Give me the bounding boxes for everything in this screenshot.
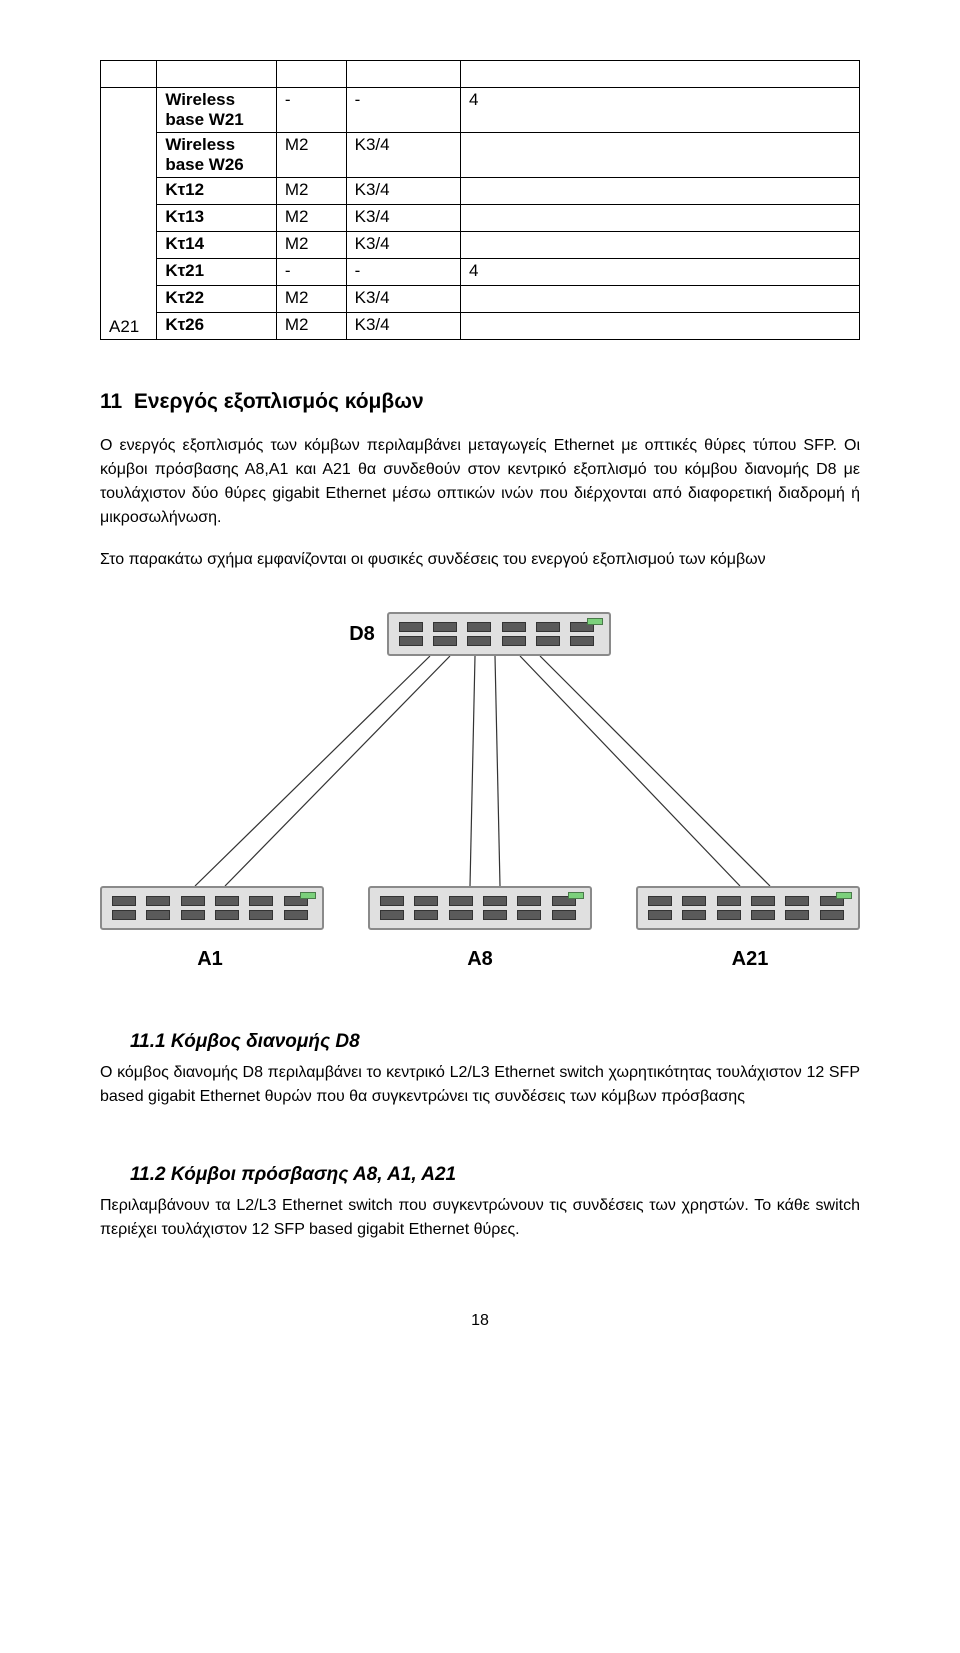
cell [460,286,859,313]
cell [460,205,859,232]
section-heading: 11 Ενεργός εξοπλισμός κόμβων [100,390,860,414]
sub1-text: Ο κόμβος διανομής D8 περιλαμβάνει το κεν… [100,1061,860,1109]
sub-title: Κόμβοι πρόσβασης Α8, Α1, Α21 [171,1164,456,1185]
node-label-a1: A1 [100,948,320,971]
cell: Μ2 [276,313,346,340]
switch-a21 [636,886,860,930]
table-header-empty-row [101,61,860,88]
bottom-labels-row: A1 A8 A21 [100,948,860,971]
switch-led-icon [836,892,852,899]
switch-led-icon [568,892,584,899]
cell: - [276,88,346,133]
node-label-a21: A21 [640,948,860,971]
sub-number: 11.2 [130,1164,166,1185]
cell: Μ2 [276,205,346,232]
cell: Μ2 [276,232,346,259]
cell: Μ2 [276,133,346,178]
table-row: Κτ14 Μ2 Κ3/4 [101,232,860,259]
cell-name: Κτ12 [157,178,277,205]
table-row: Κτ13 Μ2 Κ3/4 [101,205,860,232]
section-number: 11 [100,390,122,413]
switch-d8 [387,612,611,656]
cell [460,178,859,205]
subsection-heading-11-1: 11.1 Κόμβος διανομής D8 [130,1031,860,1053]
cell: Μ2 [276,178,346,205]
table-row: Κτ26 Μ2 Κ3/4 [101,313,860,340]
sub-number: 11.1 [130,1031,166,1052]
cell: Κ3/4 [346,133,460,178]
page-number: 18 [100,1312,860,1330]
bottom-switches-row [100,886,860,930]
switch-led-icon [300,892,316,899]
sub-title: Κόμβος διανομής D8 [171,1031,360,1052]
cell-name: Κτ22 [157,286,277,313]
cell: Κ3/4 [346,286,460,313]
connection-lines [100,656,860,886]
cell [460,313,859,340]
switch-a1 [100,886,324,930]
cell-name: Κτ21 [157,259,277,286]
paragraph-1: Ο ενεργός εξοπλισμός των κόμβων περιλαμβ… [100,434,860,530]
switch-ports [389,614,609,654]
cell-name: Κτ13 [157,205,277,232]
cell: 4 [460,259,859,286]
node-label-a8: A8 [370,948,590,971]
cell-name: Wireless base W21 [157,88,277,133]
cell-name: Κτ14 [157,232,277,259]
cell: - [276,259,346,286]
network-diagram: D8 [100,612,860,971]
side-label: A21 [109,317,139,336]
switch-led-icon [587,618,603,625]
cell: - [346,259,460,286]
cell: Κ3/4 [346,178,460,205]
top-switch-row: D8 [100,612,860,656]
cell [460,232,859,259]
sub2-text: Περιλαμβάνουν τα L2/L3 Ethernet switch π… [100,1194,860,1242]
equipment-table: A21 Wireless base W21 - - 4 Wireless bas… [100,60,860,340]
cell: 4 [460,88,859,133]
cell: Κ3/4 [346,313,460,340]
table-row: Κτ22 Μ2 Κ3/4 [101,286,860,313]
page-container: A21 Wireless base W21 - - 4 Wireless bas… [0,0,960,1370]
cell [460,133,859,178]
subsection-heading-11-2: 11.2 Κόμβοι πρόσβασης Α8, Α1, Α21 [130,1164,860,1186]
paragraph-2: Στο παρακάτω σχήμα εμφανίζονται οι φυσικ… [100,548,860,572]
cell: Μ2 [276,286,346,313]
table-row: Κτ12 Μ2 Κ3/4 [101,178,860,205]
top-node-label: D8 [349,623,375,646]
table-row: Wireless base W26 Μ2 Κ3/4 [101,133,860,178]
side-label-cell: A21 [101,88,157,340]
cell: Κ3/4 [346,205,460,232]
cell-name: Wireless base W26 [157,133,277,178]
cell: - [346,88,460,133]
section-title: Ενεργός εξοπλισμός κόμβων [134,390,424,413]
cell: Κ3/4 [346,232,460,259]
cell-name: Κτ26 [157,313,277,340]
switch-a8 [368,886,592,930]
table-row: Κτ21 - - 4 [101,259,860,286]
